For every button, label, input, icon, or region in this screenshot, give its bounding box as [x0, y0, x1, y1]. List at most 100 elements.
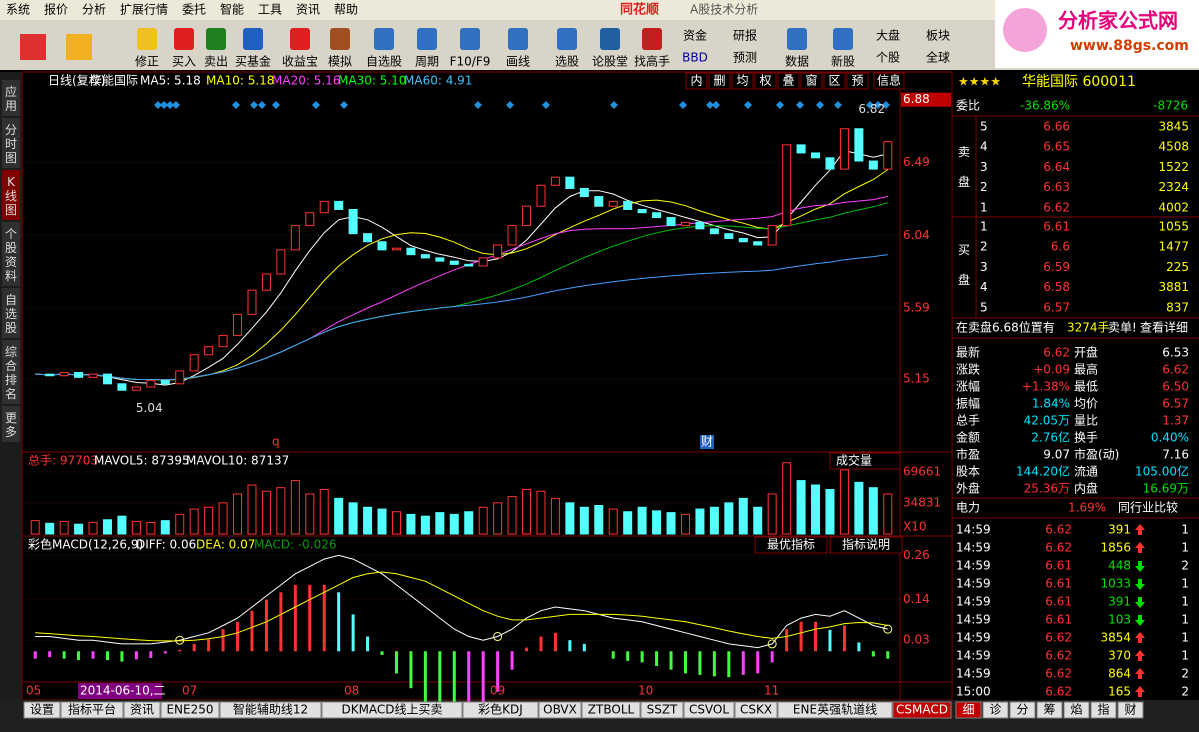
toolbar-button[interactable]: 卖出: [204, 55, 228, 69]
stat-label: 振幅: [956, 396, 980, 411]
menu-item[interactable]: 委托: [182, 3, 206, 17]
trade-arrow: [1135, 632, 1145, 643]
toolbar-button[interactable]: 画线: [506, 55, 530, 69]
chart-button[interactable]: [873, 72, 905, 90]
bottom-tab[interactable]: [640, 701, 684, 719]
bottom-tab[interactable]: [60, 701, 124, 719]
bottom-tab[interactable]: [23, 701, 61, 719]
panel-tab-label: 细: [962, 703, 974, 717]
bottom-tab[interactable]: [123, 701, 161, 719]
stat-value: +0.09: [1033, 363, 1070, 377]
menu-item[interactable]: 智能: [220, 2, 244, 17]
bottom-tab[interactable]: [777, 701, 893, 719]
bottom-tab[interactable]: [683, 701, 735, 719]
chart-button[interactable]: [685, 72, 708, 90]
notice[interactable]: 查看详细: [1140, 320, 1188, 335]
panel-tab[interactable]: [1063, 701, 1090, 719]
toolbar-small[interactable]: 预测: [733, 51, 757, 65]
toolbar-button[interactable]: 买入: [172, 55, 196, 69]
indicator-button[interactable]: [829, 536, 903, 554]
menu-item[interactable]: 报价: [44, 2, 68, 17]
side-tab[interactable]: [2, 222, 20, 286]
chart-button[interactable]: [846, 72, 869, 90]
menu-item[interactable]: 分析: [82, 3, 106, 17]
toolbar-button[interactable]: 找高手: [634, 54, 670, 69]
toolbar-button[interactable]: 模拟: [328, 55, 352, 69]
bottom-tab[interactable]: [160, 701, 220, 719]
side-tab[interactable]: [2, 80, 20, 116]
chart-button[interactable]: [754, 72, 777, 90]
panel-tab[interactable]: [1036, 701, 1063, 719]
volume-bar: [608, 508, 618, 535]
bottom-tab[interactable]: [219, 701, 322, 719]
toolbar-small[interactable]: 全球: [926, 50, 950, 65]
candle: [724, 233, 734, 240]
rating: ★★★★: [958, 75, 1001, 89]
panel-tab[interactable]: [955, 701, 982, 719]
menu-item[interactable]: 资讯: [296, 3, 320, 17]
toolbar-button[interactable]: 周期: [415, 55, 439, 69]
side-tab[interactable]: [2, 118, 20, 168]
trade-count: 1: [1181, 577, 1189, 591]
toolbar-small[interactable]: 大盘: [876, 28, 900, 43]
toolbar-small[interactable]: BBD: [682, 51, 708, 65]
signal-diamond: [882, 101, 890, 109]
industry-button[interactable]: 同行业比较: [1118, 500, 1178, 515]
selector-box: [829, 452, 901, 470]
panel-tab[interactable]: [982, 701, 1009, 719]
sell-label: 卖盘: [958, 145, 970, 189]
panel-tab[interactable]: [1117, 701, 1144, 719]
candle: [218, 334, 228, 348]
x-tick-label: 10: [638, 684, 653, 698]
bottom-tab[interactable]: [581, 701, 641, 719]
chart-button[interactable]: [777, 72, 800, 90]
toolbar-button[interactable]: F10/F9: [450, 55, 491, 69]
toolbar-button[interactable]: 收益宝: [282, 55, 318, 69]
side-tab[interactable]: [2, 288, 20, 338]
order-volume: 837: [1166, 300, 1189, 314]
toolbar-icon: [290, 28, 310, 50]
indicator-button[interactable]: [754, 536, 828, 554]
vol-selector[interactable]: 成交量: [836, 453, 872, 468]
marker: q: [272, 435, 280, 449]
toolbar-small[interactable]: 资金: [683, 28, 707, 43]
toolbar-small[interactable]: 板块: [926, 29, 950, 43]
bottom-tab-label: 指标平台: [68, 702, 116, 717]
side-tab[interactable]: [2, 170, 20, 220]
menu-item[interactable]: 工具: [258, 3, 282, 17]
toolbar-button[interactable]: 论股堂: [592, 55, 628, 69]
side-tab[interactable]: [2, 406, 20, 442]
menu-item[interactable]: 系统: [6, 3, 30, 17]
candle: [334, 200, 344, 210]
trade-count: 1: [1181, 523, 1189, 537]
volume-bar: [175, 513, 185, 535]
vol-total: 总手: 97703: [28, 454, 98, 468]
bottom-tab[interactable]: [321, 701, 463, 719]
side-tab[interactable]: [2, 340, 20, 404]
panel-tab[interactable]: [1090, 701, 1117, 719]
panel-tab[interactable]: [1009, 701, 1036, 719]
toolbar-button[interactable]: 修正: [135, 54, 159, 69]
stat-label: 内盘: [1074, 481, 1098, 496]
toolbar-button[interactable]: 自选股: [366, 55, 402, 69]
menu-item[interactable]: 扩展行情: [120, 3, 168, 17]
chart-button[interactable]: [731, 72, 754, 90]
toolbar-button[interactable]: 买基金: [235, 54, 271, 69]
bottom-tab[interactable]: [892, 701, 952, 719]
toolbar-button[interactable]: 选股: [555, 55, 579, 69]
toolbar-small[interactable]: 个股: [876, 51, 900, 65]
toolbar-button[interactable]: 数据: [785, 54, 809, 69]
bottom-tab-label: SSZT: [647, 703, 678, 717]
stat-label: 外盘: [956, 481, 980, 496]
toolbar-button[interactable]: 新股: [831, 54, 855, 69]
bottom-tab[interactable]: [538, 701, 582, 719]
chart-button[interactable]: [823, 72, 846, 90]
bottom-tab[interactable]: [734, 701, 778, 719]
side-tab-label: 分时图: [5, 123, 17, 165]
toolbar-small[interactable]: 研报: [733, 28, 757, 43]
menu-item[interactable]: 帮助: [334, 3, 358, 17]
chart-button[interactable]: [800, 72, 823, 90]
order-volume: 3881: [1158, 280, 1189, 294]
bottom-tab[interactable]: [462, 701, 539, 719]
chart-button[interactable]: [708, 72, 731, 90]
